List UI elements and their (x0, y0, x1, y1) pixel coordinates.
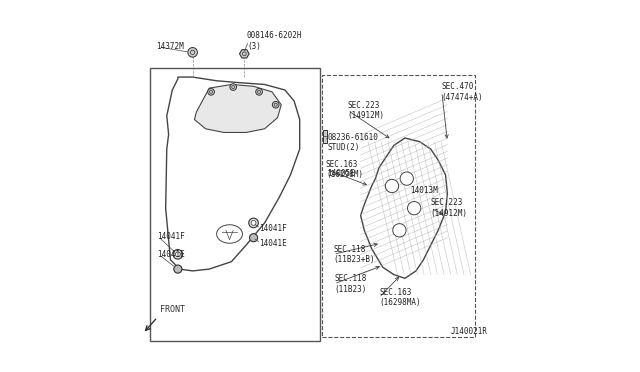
Text: SEC.223
(14912M): SEC.223 (14912M) (348, 100, 385, 120)
Text: SEC.118
(11B23+B): SEC.118 (11B23+B) (333, 245, 375, 264)
Text: 008146-6202H
(3): 008146-6202H (3) (247, 31, 302, 51)
Circle shape (188, 48, 197, 57)
Circle shape (230, 84, 237, 90)
Polygon shape (166, 77, 300, 271)
Circle shape (408, 202, 420, 215)
Text: 08236-61610
STUD(2): 08236-61610 STUD(2) (328, 133, 378, 152)
Circle shape (249, 218, 259, 228)
Bar (322, 75, 475, 337)
Circle shape (173, 250, 182, 259)
Circle shape (256, 89, 262, 95)
Text: 14041E: 14041E (259, 239, 287, 248)
Text: 14041F: 14041F (157, 232, 184, 241)
Circle shape (385, 179, 399, 193)
Text: 14013M: 14013M (410, 186, 438, 195)
Text: SEC.118
(11B23): SEC.118 (11B23) (334, 274, 367, 294)
Circle shape (400, 172, 413, 185)
Text: J140021R: J140021R (451, 327, 488, 336)
Circle shape (175, 252, 180, 257)
Bar (150, 68, 320, 341)
Polygon shape (195, 84, 281, 132)
Text: 14005E: 14005E (328, 169, 355, 177)
Circle shape (251, 221, 256, 225)
Text: 14041E: 14041E (157, 250, 184, 259)
Text: SEC.470
(47474+A): SEC.470 (47474+A) (442, 82, 483, 102)
Text: FRONT: FRONT (160, 305, 185, 314)
Circle shape (208, 89, 214, 95)
Circle shape (250, 234, 258, 242)
Circle shape (273, 102, 279, 108)
Text: SEC.223
(14912M): SEC.223 (14912M) (431, 198, 468, 218)
Ellipse shape (216, 225, 243, 243)
Polygon shape (239, 49, 249, 58)
Text: SEC.163
(16298M): SEC.163 (16298M) (326, 160, 363, 179)
Text: 14041F: 14041F (259, 224, 287, 233)
Circle shape (393, 224, 406, 237)
Bar (323, 129, 327, 143)
Text: 14372M: 14372M (156, 42, 184, 51)
Polygon shape (360, 138, 447, 278)
Text: SEC.163
(16298MA): SEC.163 (16298MA) (379, 288, 420, 307)
Circle shape (174, 265, 182, 273)
